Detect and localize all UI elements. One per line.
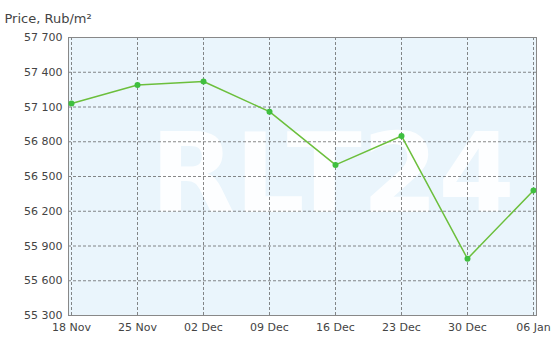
svg-text:09 Dec: 09 Dec [250,321,289,334]
svg-text:23 Dec: 23 Dec [382,321,421,334]
svg-text:56 200: 56 200 [24,205,63,218]
svg-text:25 Nov: 25 Nov [118,321,157,334]
svg-text:30 Dec: 30 Dec [448,321,487,334]
svg-text:56 500: 56 500 [24,170,63,183]
svg-text:57 400: 57 400 [24,66,63,79]
svg-text:18 Nov: 18 Nov [52,321,91,334]
svg-text:55 900: 55 900 [24,240,63,253]
svg-text:57 100: 57 100 [24,101,63,114]
svg-text:57 700: 57 700 [24,31,63,44]
svg-text:06 Jan: 06 Jan [516,321,550,334]
svg-text:02 Dec: 02 Dec [184,321,223,334]
svg-text:Price, Rub/m²: Price, Rub/m² [5,11,92,26]
svg-text:56 800: 56 800 [24,135,63,148]
svg-text:55 300: 55 300 [24,309,63,322]
svg-text:16 Dec: 16 Dec [316,321,355,334]
svg-text:RLT24: RLT24 [150,110,515,238]
svg-text:55 600: 55 600 [24,274,63,287]
